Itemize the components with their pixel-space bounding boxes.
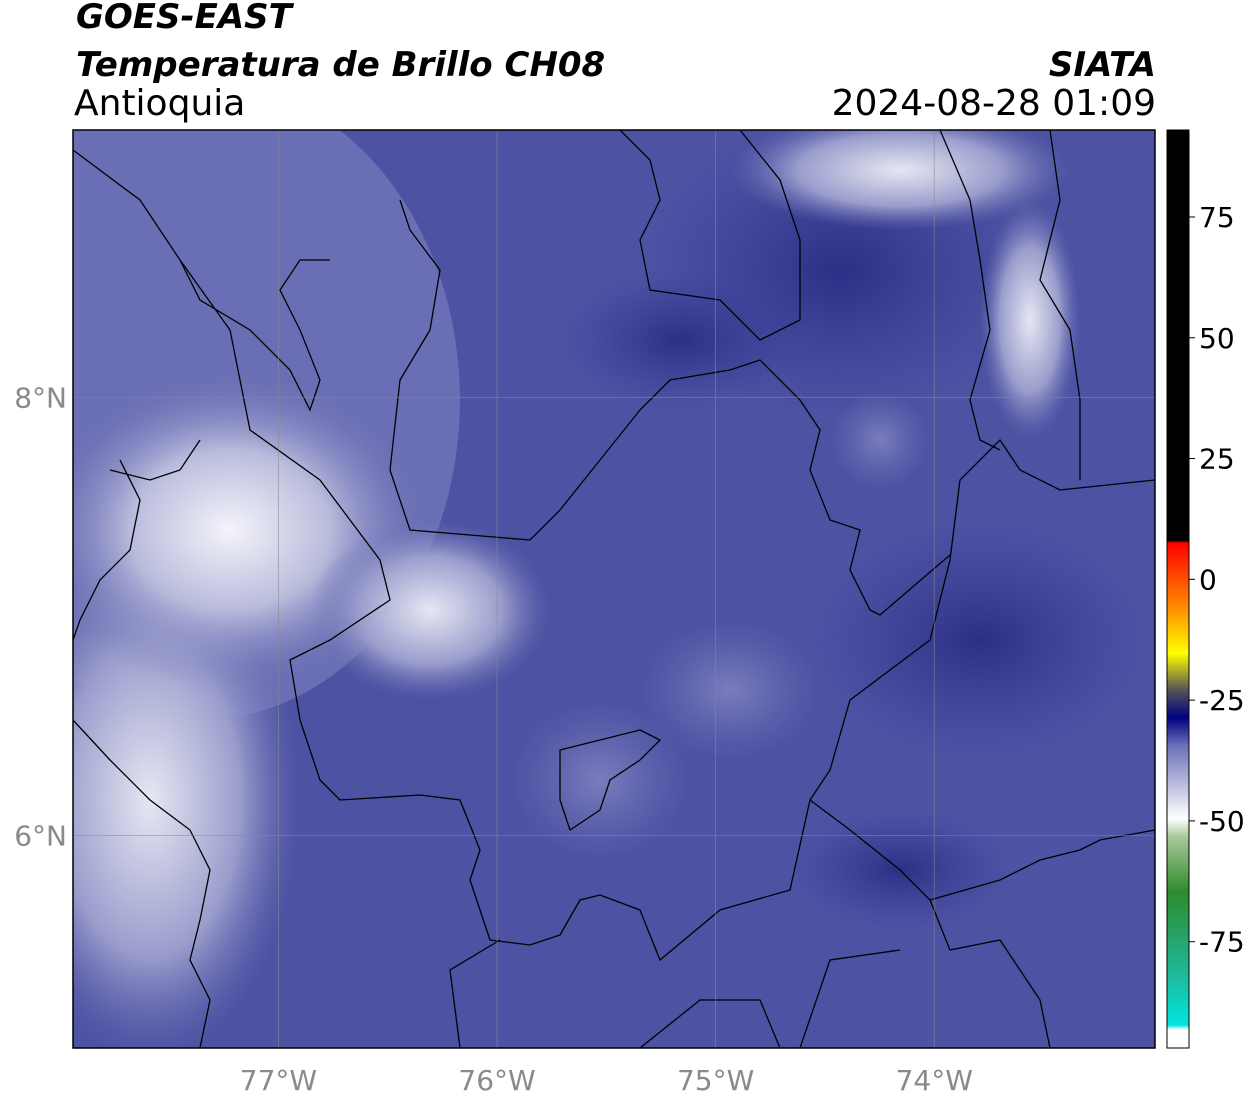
graticule	[73, 130, 1155, 1048]
colorbar-tick-label: 50	[1199, 322, 1235, 355]
agency-label: SIATA	[1048, 45, 1156, 85]
x-tick-label: 74°W	[896, 1064, 973, 1097]
region-label: Antioquia	[74, 83, 246, 124]
colorbar-tick-label: 25	[1199, 443, 1235, 476]
colorbar-tick-label: 0	[1199, 563, 1217, 596]
colorbar	[1166, 129, 1190, 1049]
satellite-image	[73, 130, 1155, 1048]
x-tick-label: 76°W	[458, 1064, 535, 1097]
satellite-title: GOES-EAST	[76, 0, 292, 37]
colorbar-tick-label: 75	[1199, 201, 1235, 234]
colorbar-tick-label: -75	[1199, 926, 1245, 959]
x-tick-label: 77°W	[240, 1064, 317, 1097]
map-frame	[72, 129, 1156, 1049]
product-title: Temperatura de Brillo CH08	[76, 45, 606, 85]
timestamp: 2024-08-28 01:09	[831, 83, 1156, 124]
colorbar-tick-label: -25	[1199, 684, 1245, 717]
y-tick-label: 8°N	[14, 381, 67, 414]
y-tick-label: 6°N	[14, 819, 67, 852]
colorbar-tick-label: -50	[1199, 805, 1245, 838]
x-tick-label: 75°W	[677, 1064, 754, 1097]
boundaries	[73, 130, 1155, 1048]
